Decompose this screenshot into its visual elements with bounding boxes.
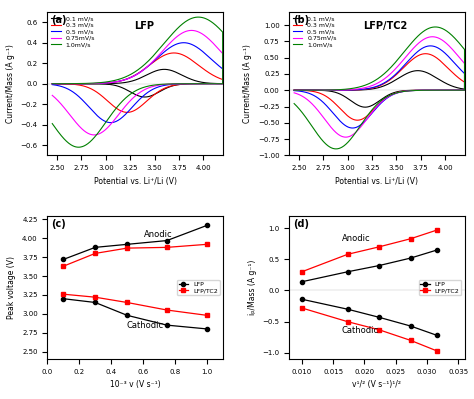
Text: Anodic: Anodic xyxy=(342,235,371,243)
Y-axis label: Current/Mass (A g⁻¹): Current/Mass (A g⁻¹) xyxy=(243,44,252,123)
Legend: 0.1 mV/s, 0.3 mV/s, 0.5 mV/s, 0.75mV/s, 1.0mV/s: 0.1 mV/s, 0.3 mV/s, 0.5 mV/s, 0.75mV/s, … xyxy=(292,15,337,48)
Line: LFP: LFP xyxy=(300,248,439,284)
Text: Cathodic: Cathodic xyxy=(126,320,164,330)
Y-axis label: Peak voltage (V): Peak voltage (V) xyxy=(8,256,17,319)
LFP xyxy=(376,263,382,268)
LFP/TC2 xyxy=(204,242,210,247)
X-axis label: v¹/² (V s⁻¹)¹/²: v¹/² (V s⁻¹)¹/² xyxy=(352,380,401,389)
Line: LFP/TC2: LFP/TC2 xyxy=(300,228,439,274)
LFP xyxy=(92,245,98,250)
LFP/TC2 xyxy=(124,246,130,251)
X-axis label: Potential vs. Li⁺/Li (V): Potential vs. Li⁺/Li (V) xyxy=(336,177,419,186)
LFP xyxy=(345,269,350,274)
Line: LFP: LFP xyxy=(61,223,209,261)
Text: LFP/TC2: LFP/TC2 xyxy=(364,21,408,31)
Text: (c): (c) xyxy=(51,219,66,229)
Legend: LFP, LFP/TC2: LFP, LFP/TC2 xyxy=(177,280,219,295)
LFP/TC2 xyxy=(299,269,305,274)
LFP/TC2 xyxy=(408,236,413,241)
X-axis label: Potential vs. Li⁺/Li (V): Potential vs. Li⁺/Li (V) xyxy=(93,177,176,186)
Text: (b): (b) xyxy=(293,15,309,25)
Y-axis label: Current/Mass (A g⁻¹): Current/Mass (A g⁻¹) xyxy=(6,44,15,123)
LFP xyxy=(124,242,130,247)
LFP xyxy=(204,223,210,228)
Legend: 0.1 mV/s, 0.3 mV/s, 0.5 mV/s, 0.75mV/s, 1.0mV/s: 0.1 mV/s, 0.3 mV/s, 0.5 mV/s, 0.75mV/s, … xyxy=(51,15,96,48)
Y-axis label: iₚ/Mass (A g⁻¹): iₚ/Mass (A g⁻¹) xyxy=(248,260,257,315)
LFP/TC2 xyxy=(434,227,440,232)
LFP/TC2 xyxy=(164,245,170,250)
X-axis label: 10⁻³ v (V s⁻¹): 10⁻³ v (V s⁻¹) xyxy=(109,380,160,389)
LFP xyxy=(434,247,440,252)
Text: LFP: LFP xyxy=(134,21,154,31)
Text: Cathodic: Cathodic xyxy=(342,326,379,335)
LFP xyxy=(299,279,305,284)
LFP/TC2 xyxy=(92,251,98,256)
LFP xyxy=(408,256,413,261)
Legend: LFP, LFP/TC2: LFP, LFP/TC2 xyxy=(419,280,461,295)
Text: (a): (a) xyxy=(51,15,66,25)
LFP xyxy=(61,257,66,262)
Text: Anodic: Anodic xyxy=(144,230,173,239)
Line: LFP/TC2: LFP/TC2 xyxy=(61,242,209,268)
LFP xyxy=(164,238,170,243)
LFP/TC2 xyxy=(345,252,350,257)
Text: (d): (d) xyxy=(293,219,309,229)
LFP/TC2 xyxy=(61,264,66,269)
LFP/TC2 xyxy=(376,245,382,249)
